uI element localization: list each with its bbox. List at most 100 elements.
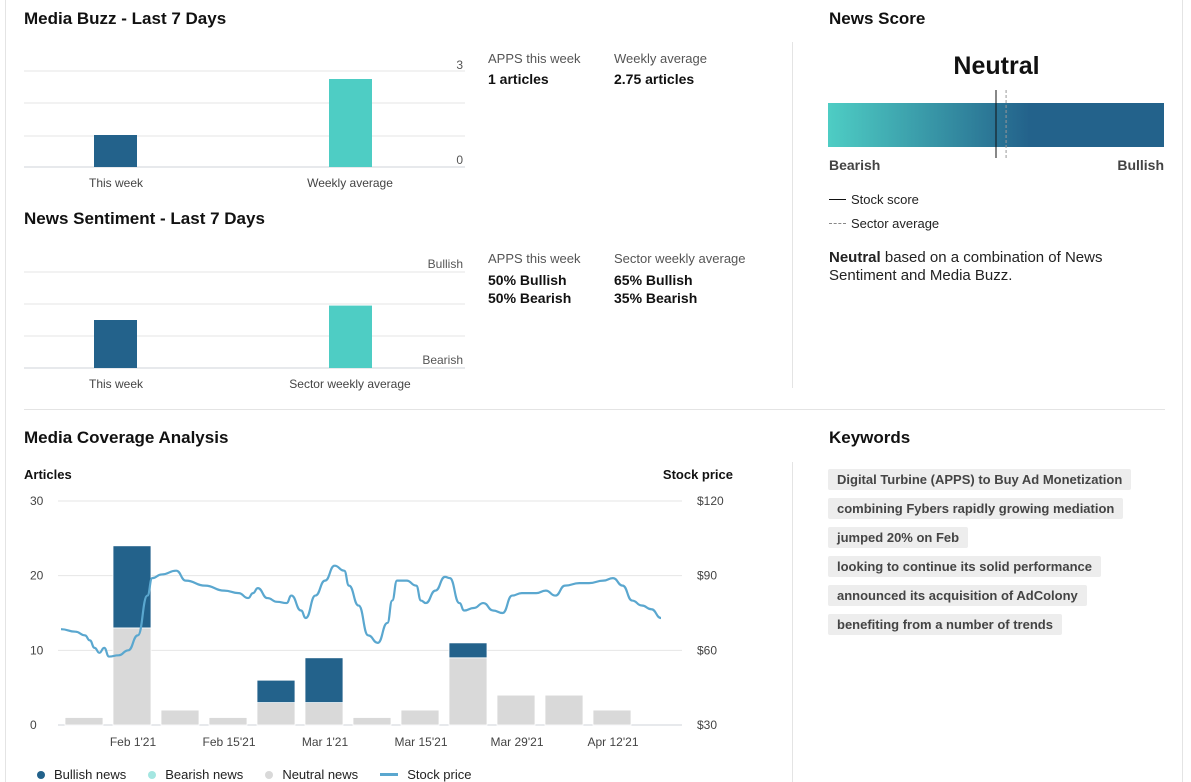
bullish-news-bar: [256, 679, 296, 703]
news-sentiment-stat-value: 50% Bearish: [488, 290, 572, 306]
legend-neutral: Neutral news: [265, 767, 358, 782]
coverage-x-tick: Mar 1'21: [302, 735, 349, 749]
media-buzz-axis-min: 0: [456, 153, 463, 167]
legend-stock-score-label: Stock score: [851, 192, 919, 207]
legend-sector-average-label: Sector average: [851, 216, 940, 231]
keyword-chip[interactable]: jumped 20% on Feb: [828, 527, 969, 548]
coverage-x-tick: Feb 15'21: [203, 735, 256, 749]
media-buzz-stat-label: APPS this week: [488, 51, 581, 66]
coverage-y2-tick: $60: [697, 643, 717, 657]
media-buzz-stat-label: Weekly average: [614, 51, 707, 66]
legend-bearish-label: Bearish news: [165, 767, 244, 782]
keyword-chip[interactable]: combining Fybers rapidly growing mediati…: [828, 498, 1124, 519]
news-score-verdict: Neutral: [953, 52, 1040, 80]
section-divider-horizontal: [24, 409, 1165, 410]
legend-bullish-label: Bullish news: [54, 767, 127, 782]
media-buzz-bar-this-week: [94, 135, 137, 167]
coverage-legend: Bullish news Bearish news Neutral news S…: [37, 767, 494, 782]
neutral-news-bar: [304, 702, 344, 726]
keyword-chip[interactable]: Digital Turbine (APPS) to Buy Ad Monetiz…: [828, 469, 1132, 490]
keyword-chip[interactable]: looking to continue its solid performanc…: [828, 556, 1101, 577]
bullish-news-bar: [448, 642, 488, 659]
legend-stock: Stock price: [380, 767, 472, 782]
coverage-left-axis-title: Articles: [24, 467, 72, 482]
coverage-y-tick: 30: [30, 494, 44, 508]
news-sentiment-bar-label: This week: [89, 377, 144, 391]
news-sentiment-bar-this-week: [94, 320, 137, 368]
media-buzz-stat-value: 2.75 articles: [614, 71, 695, 87]
news-sentiment-stat-value: 50% Bullish: [488, 272, 567, 288]
news-score-scale-low: Bearish: [829, 157, 881, 173]
frame-right-border: [1182, 0, 1183, 782]
bullish-news-bar: [112, 545, 152, 629]
frame-left-border: [5, 0, 6, 782]
keyword-chip[interactable]: announced its acquisition of AdColony: [828, 585, 1087, 606]
dashed-line-swatch: [829, 223, 846, 224]
news-score-summary-text: based on a combination of News Sentiment…: [829, 249, 1103, 284]
news-score-gauge: [828, 90, 1164, 158]
coverage-y-tick: 0: [30, 718, 37, 732]
news-sentiment-bar-sector-average: [329, 305, 372, 368]
legend-stock-label: Stock price: [407, 767, 472, 782]
keywords-title: Keywords: [829, 428, 911, 447]
news-sentiment-chart: Bullish Bearish This week Sector weekly …: [24, 257, 465, 391]
news-score-summary: Neutral based on a combination of News S…: [829, 249, 1129, 285]
coverage-x-tick: Feb 1'21: [110, 735, 157, 749]
coverage-title: Media Coverage Analysis: [24, 428, 229, 447]
keywords-list: Digital Turbine (APPS) to Buy Ad Monetiz…: [828, 469, 1168, 643]
media-buzz-chart: 3 0 This week Weekly average: [24, 58, 465, 190]
coverage-right-axis-title: Stock price: [662, 467, 733, 482]
solid-line-swatch: [829, 199, 846, 200]
neutral-news-bar: [400, 709, 440, 726]
legend-stock-score: Stock score: [829, 192, 919, 207]
coverage-chart: 0 $30 10 $60 20 $90 30 $120 Feb 1'21 Feb 15'21 Mar…: [30, 494, 724, 749]
news-score-scale-high: Bullish: [1117, 157, 1164, 173]
neutral-news-bar: [592, 709, 632, 726]
media-buzz-bar-weekly-average: [329, 79, 372, 167]
legend-bearish: Bearish news: [148, 767, 243, 782]
news-sentiment-stat-value: 65% Bullish: [614, 272, 693, 288]
neutral-news-bar: [544, 694, 584, 726]
legend-sector-average: Sector average: [829, 216, 939, 231]
news-sentiment-title: News Sentiment - Last 7 Days: [24, 209, 265, 228]
neutral-news-bar: [160, 709, 200, 726]
coverage-y-tick: 10: [30, 643, 44, 657]
keyword-chip[interactable]: benefiting from a number of trends: [828, 614, 1062, 635]
news-sentiment-axis-bottom: Bearish: [422, 353, 463, 367]
media-buzz-bar-label: Weekly average: [307, 176, 393, 190]
coverage-y2-tick: $30: [697, 718, 717, 732]
news-sentiment-axis-top: Bullish: [428, 257, 463, 271]
section-divider: [792, 42, 793, 388]
media-buzz-bar-label: This week: [89, 176, 144, 190]
neutral-news-bar: [448, 657, 488, 726]
legend-bullish: Bullish news: [37, 767, 126, 782]
media-buzz-stat-value: 1 articles: [488, 71, 549, 87]
news-sentiment-stat-label: Sector weekly average: [614, 251, 746, 266]
stock-price-line: [60, 564, 662, 658]
coverage-y2-tick: $90: [697, 569, 717, 583]
bullish-dot-icon: [37, 770, 45, 779]
media-buzz-axis-max: 3: [456, 58, 463, 72]
neutral-news-bar: [352, 717, 392, 726]
news-sentiment-bar-label: Sector weekly average: [289, 377, 411, 391]
bearish-dot-icon: [148, 770, 157, 779]
neutral-news-bar: [208, 717, 248, 726]
bullish-news-bar: [304, 657, 344, 704]
neutral-news-bar: [64, 717, 104, 726]
coverage-x-tick: Mar 29'21: [491, 735, 544, 749]
legend-neutral-label: Neutral news: [282, 767, 359, 782]
coverage-x-tick: Apr 12'21: [588, 735, 639, 749]
neutral-dot-icon: [265, 770, 274, 779]
news-sentiment-stat-label: APPS this week: [488, 251, 581, 266]
coverage-y-tick: 20: [30, 569, 44, 583]
section-divider: [792, 462, 793, 782]
news-sentiment-stat-value: 35% Bearish: [614, 290, 698, 306]
coverage-y2-tick: $120: [697, 494, 724, 508]
neutral-news-bar: [496, 694, 536, 726]
news-score-title: News Score: [829, 9, 926, 28]
news-score-summary-verdict: Neutral: [829, 249, 881, 266]
neutral-news-bar: [256, 702, 296, 726]
stock-line-icon: [380, 773, 399, 776]
coverage-x-tick: Mar 15'21: [395, 735, 448, 749]
media-buzz-title: Media Buzz - Last 7 Days: [24, 9, 227, 28]
